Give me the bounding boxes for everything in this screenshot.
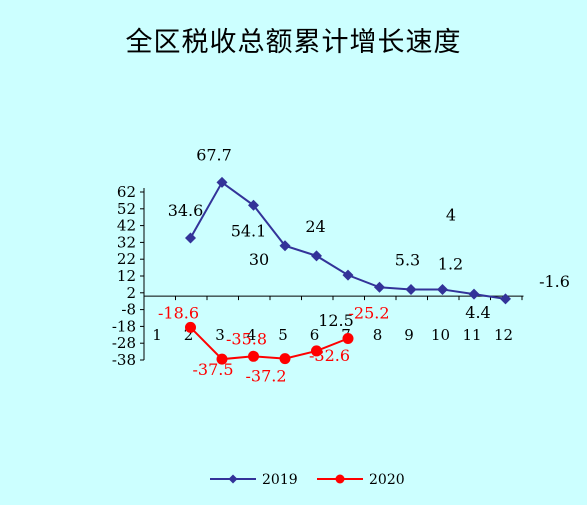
data-point-2019 bbox=[311, 250, 322, 262]
data-point-2020 bbox=[342, 332, 354, 344]
y-tick-label: -8 bbox=[121, 301, 136, 319]
x-tick-label: 10 bbox=[431, 326, 450, 344]
chart-title: 全区税收总额累计增长速度 bbox=[125, 27, 462, 58]
data-label-2019: 1.2 bbox=[438, 254, 463, 273]
data-point-2019 bbox=[437, 283, 448, 295]
data-point-2020 bbox=[185, 321, 196, 333]
data-point-2019 bbox=[405, 283, 417, 295]
x-tick-label: 11 bbox=[462, 326, 481, 344]
data-label-2020: -25.2 bbox=[348, 303, 389, 322]
data-point-2020 bbox=[279, 353, 291, 365]
legend-marker-2019 bbox=[228, 474, 238, 484]
data-label-2020: -37.2 bbox=[245, 367, 286, 386]
y-tick-label: 32 bbox=[117, 233, 136, 251]
x-tick-label: 3 bbox=[215, 326, 225, 344]
y-tick-label: -18 bbox=[112, 317, 136, 335]
data-label-2019: 12.5 bbox=[318, 311, 354, 330]
data-label-2020: -35.8 bbox=[226, 329, 267, 348]
data-point-2019 bbox=[468, 288, 480, 300]
data-label-2019: 54.1 bbox=[231, 221, 267, 240]
series-line-2019 bbox=[189, 180, 506, 300]
x-tick-label: 12 bbox=[494, 326, 513, 344]
y-tick-label: 62 bbox=[117, 183, 136, 201]
x-tick-label: 9 bbox=[404, 326, 414, 344]
y-tick-label: 42 bbox=[117, 217, 136, 235]
data-label-2019: 4 bbox=[446, 205, 456, 224]
legend-label-2019: 2019 bbox=[262, 472, 298, 488]
series-line-2020 bbox=[189, 326, 349, 361]
data-point-2019 bbox=[342, 269, 354, 281]
data-point-2019 bbox=[185, 232, 196, 244]
data-point-2019 bbox=[279, 240, 291, 252]
data-label-2019: 30 bbox=[249, 250, 269, 269]
data-point-2019 bbox=[216, 176, 228, 188]
data-label-2019: 5.3 bbox=[395, 250, 420, 269]
y-tick-label: 22 bbox=[117, 250, 136, 268]
legend-marker-2020 bbox=[335, 474, 345, 484]
data-point-2019 bbox=[374, 281, 385, 293]
x-tick-label: 1 bbox=[152, 326, 162, 344]
data-label-2019: 24 bbox=[305, 217, 325, 236]
y-tick-label: 52 bbox=[117, 200, 136, 218]
data-label-2019: 67.7 bbox=[196, 145, 232, 164]
data-point-2019 bbox=[500, 293, 511, 305]
data-point-2020 bbox=[248, 350, 259, 362]
data-label-2020: -37.5 bbox=[192, 360, 233, 379]
y-tick-label: -28 bbox=[112, 334, 136, 352]
data-label-2020: -18.6 bbox=[158, 303, 199, 322]
x-tick-label: 6 bbox=[310, 326, 320, 344]
y-tick-label: 2 bbox=[126, 284, 136, 302]
data-label-2019: 34.6 bbox=[168, 201, 204, 220]
data-label-2019: -1.6 bbox=[539, 272, 570, 291]
x-tick-label: 8 bbox=[373, 326, 383, 344]
data-label-2020: -32.6 bbox=[309, 346, 350, 365]
legend-label-2020: 2020 bbox=[369, 472, 405, 488]
data-point-2020 bbox=[311, 345, 322, 357]
y-tick-label: -38 bbox=[112, 351, 136, 369]
x-tick-label: 2 bbox=[184, 326, 194, 344]
x-tick-label: 4 bbox=[247, 326, 257, 344]
data-label-2019: 4.4 bbox=[465, 303, 490, 322]
data-point-2020 bbox=[216, 353, 228, 365]
x-tick-label: 5 bbox=[278, 326, 288, 344]
y-tick-label: 12 bbox=[117, 267, 136, 285]
data-point-2019 bbox=[248, 199, 259, 211]
